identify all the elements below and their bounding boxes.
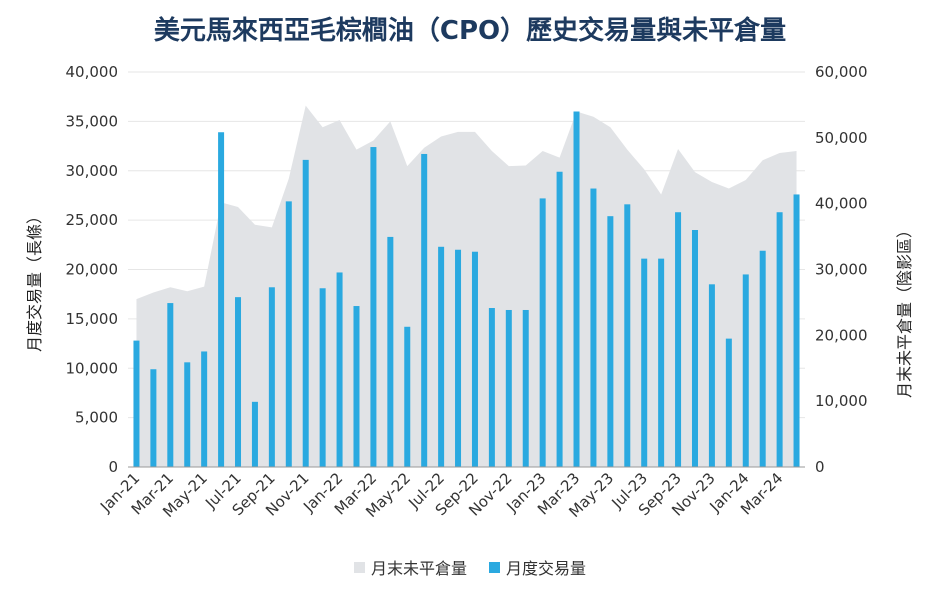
left-tick-label: 35,000 (66, 112, 119, 130)
left-tick-label: 10,000 (66, 359, 119, 377)
legend-swatch-volume (489, 561, 500, 573)
right-tick-label: 40,000 (815, 195, 868, 213)
volume-bar (319, 288, 326, 467)
right-tick-label: 60,000 (815, 63, 868, 81)
legend: 月末未平倉量 月度交易量 (0, 555, 940, 579)
left-tick-label: 5,000 (75, 409, 118, 427)
legend-item-open-interest: 月末未平倉量 (353, 555, 467, 579)
right-tick-label: 30,000 (815, 261, 868, 279)
volume-bar (691, 230, 698, 467)
volume-bar (742, 274, 749, 467)
left-tick-label: 0 (108, 458, 118, 476)
volume-bar (201, 351, 208, 467)
volume-bar (708, 284, 715, 467)
right-tick-label: 0 (815, 458, 825, 476)
left-tick-label: 40,000 (66, 63, 119, 81)
right-tick-label: 20,000 (815, 326, 868, 344)
volume-bar (607, 216, 614, 467)
volume-bar (455, 249, 462, 467)
volume-bar (641, 258, 648, 467)
legend-label-open-interest: 月末未平倉量 (370, 559, 467, 578)
left-tick-label: 25,000 (66, 211, 119, 229)
volume-bar (725, 338, 732, 467)
legend-item-volume: 月度交易量 (489, 555, 586, 579)
volume-bar (624, 204, 631, 467)
volume-bar (759, 250, 766, 467)
volume-bar (556, 171, 563, 468)
legend-label-volume: 月度交易量 (506, 559, 587, 578)
volume-bar (793, 194, 800, 467)
left-tick-label: 15,000 (66, 310, 119, 328)
volume-bar (658, 258, 665, 467)
volume-bar (336, 272, 343, 467)
volume-bar (471, 251, 478, 467)
right-axis-label: 月末未平倉量（陰影區） (895, 222, 914, 398)
left-tick-label: 20,000 (66, 261, 119, 279)
volume-bar (268, 287, 275, 467)
volume-bar (539, 198, 546, 467)
volume-bar (218, 132, 225, 468)
volume-bar (675, 212, 682, 467)
legend-swatch-open-interest (353, 561, 365, 573)
volume-bar (421, 153, 428, 467)
volume-bar (488, 308, 495, 467)
right-tick-label: 50,000 (815, 129, 868, 147)
volume-bar (387, 236, 394, 467)
volume-bar (590, 188, 597, 467)
volume-bar (150, 369, 157, 467)
chart-title: 美元馬來西亞毛棕櫚油（CPO）歷史交易量與未平倉量 (153, 16, 787, 46)
volume-bar (522, 309, 529, 467)
open-interest-area (136, 105, 797, 467)
right-tick-label: 10,000 (815, 392, 868, 410)
volume-bar (251, 401, 258, 467)
left-tick-label: 30,000 (66, 162, 119, 180)
volume-bar (302, 159, 309, 467)
volume-bars (133, 111, 800, 468)
volume-bar (573, 111, 580, 467)
volume-bar (438, 246, 445, 467)
volume-bar (353, 306, 360, 467)
volume-bar (184, 362, 191, 467)
volume-bar (505, 309, 512, 467)
volume-bar (133, 340, 140, 467)
volume-bar (776, 212, 783, 467)
volume-bar (404, 326, 411, 467)
volume-bar (167, 303, 174, 467)
volume-bar (235, 297, 242, 467)
volume-bar (285, 201, 292, 468)
volume-bar (370, 147, 377, 468)
left-axis-label: 月度交易量（長條） (25, 208, 44, 352)
